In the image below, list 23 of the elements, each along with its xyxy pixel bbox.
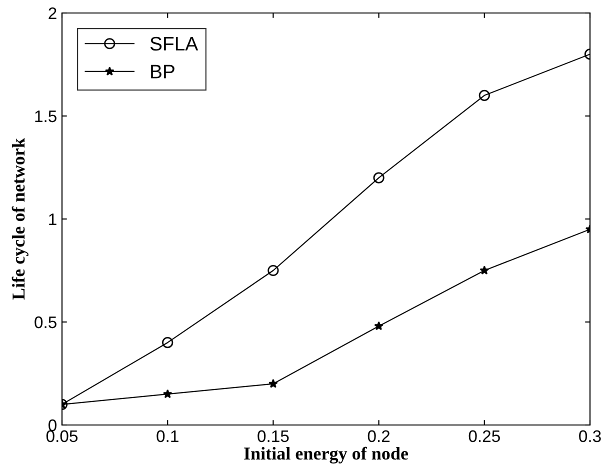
legend-label: BP xyxy=(151,64,174,78)
point xyxy=(478,90,490,101)
y-tick-label: 1.5 xyxy=(35,110,56,122)
point xyxy=(268,264,279,276)
x-axis-title: Initial energy of node xyxy=(244,446,408,464)
y-tick-label: 2 xyxy=(48,7,56,20)
point xyxy=(480,266,490,275)
x-tick-label: 0.05 xyxy=(46,430,78,442)
x-tick-label: 0.25 xyxy=(468,430,500,442)
y-tick-label: 0.5 xyxy=(34,316,56,328)
y-tick-label: 1 xyxy=(49,214,56,226)
point xyxy=(268,378,278,388)
point xyxy=(162,337,174,348)
point xyxy=(162,389,172,398)
y-tick-label: 0 xyxy=(48,419,56,432)
point xyxy=(374,321,384,330)
legend-label: SFLA xyxy=(150,36,198,51)
y-axis-title: Life cycle of network xyxy=(12,138,28,300)
x-tick-label: 0.15 xyxy=(258,430,289,442)
point xyxy=(373,172,384,184)
x-tick-label: 0.2 xyxy=(368,430,390,442)
x-tick-label: 0.1 xyxy=(156,430,178,442)
x-tick-label: 0.3 xyxy=(579,430,601,442)
